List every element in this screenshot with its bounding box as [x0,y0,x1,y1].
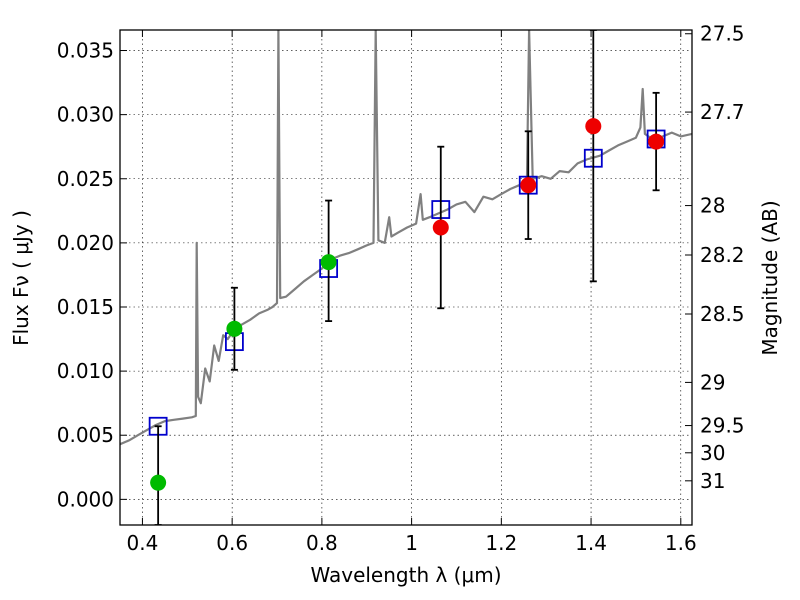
x-tick-label: 0.4 [127,531,159,555]
x-tick-label: 0.8 [306,531,338,555]
x-axis-label: Wavelength λ (μm) [310,563,501,587]
y-tick-label: 0.005 [57,423,114,447]
plot-frame [119,29,693,526]
mag-tick-label: 28 [700,194,725,218]
spectrum-line [120,30,692,446]
observed-point [432,219,449,236]
mag-tick-label: 30 [700,441,725,465]
y-tick-label: 0.015 [57,295,114,319]
series-layer [120,30,692,525]
y-tick-label: 0.025 [57,167,114,191]
y-tick-label: 0.010 [57,359,114,383]
mag-tick-label: 31 [700,469,725,493]
observed-point [585,118,602,135]
observed-point [320,254,337,271]
y-axis-right-label: Magnitude (AB) [758,200,782,355]
axis-ticks: 0.4 0.6 0.8 1 1.2 1.4 1.6 0.000 0.005 0.010 0.015 0… [57,22,745,555]
mag-tick-label: 27.5 [700,22,745,46]
observed-point [520,177,537,194]
mag-tick-label: 29.5 [700,414,745,438]
x-tick-label: 1.6 [665,531,697,555]
mag-tick-label: 28.5 [700,302,745,326]
x-tick-label: 1.4 [575,531,607,555]
y-tick-label: 0.020 [57,231,114,255]
y-tick-label: 0.035 [57,39,114,63]
observed-point [150,474,167,491]
mag-tick-label: 29 [700,370,725,394]
x-tick-label: 1.2 [485,531,517,555]
y-tick-label: 0.030 [57,103,114,127]
mag-tick-label: 27.7 [700,100,745,124]
observed-point [226,320,243,337]
x-tick-label: 1 [405,531,418,555]
y-tick-label: 0.000 [57,487,114,511]
x-tick-label: 0.6 [216,531,248,555]
grid-lines [120,30,692,525]
observed-point [648,133,665,150]
y-axis-label: Flux Fν ( μJy ) [9,210,33,346]
mag-tick-label: 28.2 [700,243,745,267]
